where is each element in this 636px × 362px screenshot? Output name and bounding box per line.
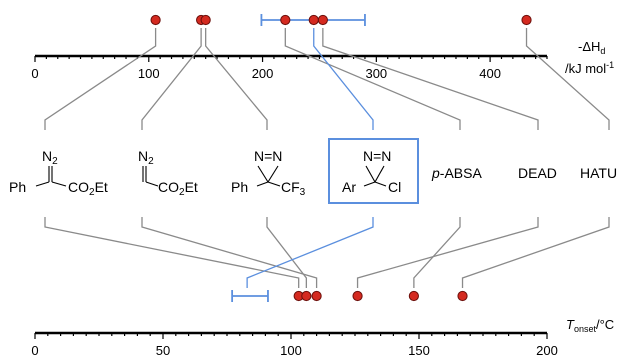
compound-eda-n2: N2 xyxy=(138,148,154,167)
data-point-top xyxy=(200,14,211,26)
data-point-top xyxy=(521,14,532,26)
compound-edpa-bond xyxy=(51,181,67,187)
top-axis-tick-label: 200 xyxy=(252,66,274,81)
top-axis-unit-superscript: -1 xyxy=(606,60,614,70)
connector-top xyxy=(322,28,539,130)
data-point-top xyxy=(280,14,291,26)
connector-top xyxy=(205,28,268,130)
top-axis: 0 100 200 300 400 xyxy=(31,54,548,81)
top-axis-tick-label: 300 xyxy=(365,66,387,81)
compound-ptfd: N=N Ph CF3 xyxy=(231,148,306,198)
data-point-top xyxy=(317,14,328,26)
compound-acd: N=N Ar Cl xyxy=(328,138,419,204)
connector-top xyxy=(44,28,157,130)
connector-bottom xyxy=(141,217,318,288)
compound-ptfd-bond xyxy=(267,165,279,183)
bottom-axis-title: Tonset/°C xyxy=(566,317,614,334)
data-point-bottom xyxy=(408,290,419,302)
bottom-axis-title-symbol: T xyxy=(566,317,575,332)
compound-ptfd-bond xyxy=(257,165,269,183)
connector-bottom xyxy=(356,217,539,288)
compound-eda-ester: CO2Et xyxy=(158,179,198,198)
top-axis-tick-label: 100 xyxy=(138,66,160,81)
compound-acd-bond xyxy=(374,181,387,187)
highlight-box xyxy=(328,138,419,204)
compound-edpa: N2 Ph CO2Et xyxy=(9,148,108,198)
top-axis-title-subscript: d xyxy=(600,46,605,56)
data-point-top-center xyxy=(308,14,319,26)
bottom-axis-tick-label: 150 xyxy=(408,343,430,358)
bottom-axis: 0 50 100 150 200 xyxy=(31,331,558,358)
data-point-bottom xyxy=(457,290,468,302)
connector-bottom xyxy=(44,217,300,288)
top-axis-tick-label: 400 xyxy=(479,66,501,81)
connector-top xyxy=(284,28,461,130)
connector-bottom-highlight xyxy=(246,217,374,288)
connector-top xyxy=(525,28,610,130)
compound-acd-bond xyxy=(363,181,376,187)
bottom-axis-title-subscript: onset xyxy=(574,324,597,334)
compound-edpa-ph: Ph xyxy=(9,179,26,195)
compound-structures: N2 Ph CO2Et N2 CO2Et N=N Ph CF3 xyxy=(9,138,617,204)
connectors xyxy=(44,28,610,288)
compound-edpa-bond xyxy=(35,181,50,187)
compound-dead: DEAD xyxy=(518,165,557,181)
compound-ptfd-cf3: CF3 xyxy=(281,179,306,198)
compound-acd-nn: N=N xyxy=(363,148,391,164)
data-point-bottom xyxy=(352,290,363,302)
data-point-bottom xyxy=(311,290,322,302)
data-points xyxy=(150,14,532,302)
compound-ptfd-ph: Ph xyxy=(231,179,248,195)
connector-bottom xyxy=(461,217,610,288)
top-axis-title-symbol: -ΔH xyxy=(578,39,600,54)
compound-hatu: HATU xyxy=(580,165,617,181)
connector-top xyxy=(141,28,202,130)
data-point-top xyxy=(150,14,161,26)
compound-edpa-n2: N2 xyxy=(42,148,58,167)
compound-pabsa: p-ABSA xyxy=(431,165,482,181)
compound-eda-bond xyxy=(145,181,159,187)
compound-eda: N2 CO2Et xyxy=(138,148,198,198)
connector-top-highlight xyxy=(313,28,374,130)
bottom-axis-tick-label: 50 xyxy=(156,343,170,358)
data-point-bottom xyxy=(301,290,312,302)
bottom-axis-tick-label: 200 xyxy=(536,343,558,358)
connector-bottom xyxy=(413,217,461,288)
connector-bottom xyxy=(266,217,308,288)
compound-acd-cl: Cl xyxy=(388,179,401,195)
bottom-axis-tick-label: 100 xyxy=(280,343,302,358)
top-axis-unit: /kJ mol-1 xyxy=(565,60,614,76)
bottom-axis-tick-label: 0 xyxy=(31,343,38,358)
compound-acd-bond xyxy=(365,165,376,183)
compound-acd-ar: Ar xyxy=(342,179,356,195)
compound-ptfd-bond xyxy=(256,181,269,187)
compound-ptfd-bond xyxy=(267,181,281,187)
compound-acd-bond xyxy=(374,165,385,183)
compound-ptfd-nn: N=N xyxy=(254,148,282,164)
top-axis-title: -ΔHd xyxy=(578,39,605,56)
top-axis-unit-text: /kJ mol xyxy=(565,61,606,76)
bottom-axis-title-unit: /°C xyxy=(596,317,614,332)
compound-edpa-ester: CO2Et xyxy=(68,179,108,198)
top-axis-tick-label: 0 xyxy=(31,66,38,81)
